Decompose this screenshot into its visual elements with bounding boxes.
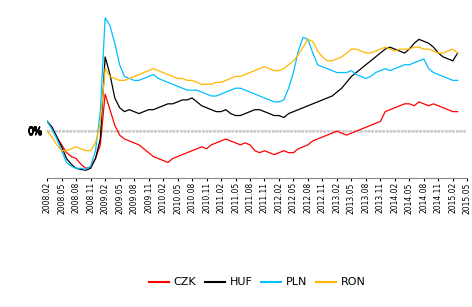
PLN [165, 80, 171, 84]
HUF [291, 110, 296, 114]
PLN [54, 137, 59, 141]
PLN [252, 92, 258, 96]
PLN [160, 79, 166, 82]
CZK [54, 135, 59, 139]
CZK [160, 159, 166, 162]
Line: PLN: PLN [47, 18, 458, 169]
Legend: CZK, HUF, PLN, RON: CZK, HUF, PLN, RON [145, 273, 370, 292]
HUF [165, 102, 171, 106]
CZK [291, 151, 296, 154]
HUF [54, 135, 59, 139]
Line: RON: RON [47, 39, 458, 151]
RON [291, 59, 296, 63]
RON [252, 69, 258, 72]
HUF [436, 51, 441, 55]
CZK [436, 104, 441, 108]
CZK [252, 149, 258, 153]
PLN [436, 73, 441, 76]
Line: CZK: CZK [47, 94, 458, 168]
PLN [291, 71, 296, 74]
RON [160, 71, 166, 74]
RON [436, 51, 441, 55]
HUF [44, 119, 50, 123]
RON [54, 143, 59, 147]
HUF [160, 104, 166, 108]
RON [44, 129, 50, 133]
Line: HUF: HUF [47, 39, 458, 170]
RON [165, 73, 171, 76]
PLN [44, 119, 50, 123]
CZK [165, 161, 171, 164]
HUF [252, 108, 258, 111]
CZK [44, 119, 50, 123]
